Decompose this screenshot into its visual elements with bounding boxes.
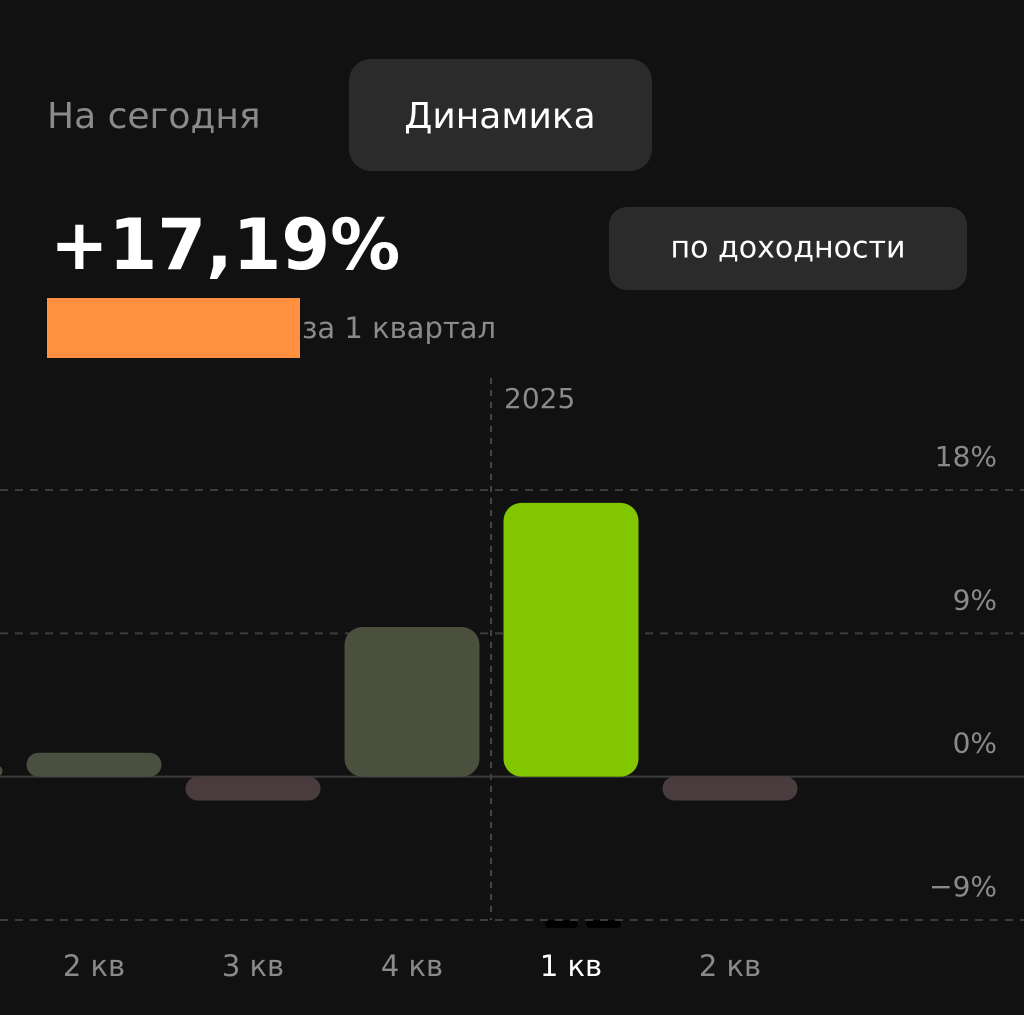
bar bbox=[503, 502, 639, 777]
sort-button-bg[interactable] bbox=[609, 207, 967, 290]
tab[interactable]: На сегодня bbox=[47, 96, 261, 137]
year-label: 2025 bbox=[504, 382, 575, 415]
x-tick-label: 1 кв bbox=[540, 949, 602, 983]
x-tick-label: 2 кв bbox=[699, 949, 761, 983]
tab-active[interactable]: Динамика bbox=[404, 96, 595, 137]
redaction bbox=[47, 298, 300, 358]
y-tick-label: 9% bbox=[953, 583, 997, 616]
y-tick-label: 0% bbox=[953, 727, 997, 760]
bar bbox=[662, 776, 798, 801]
y-tick-label: −9% bbox=[929, 870, 997, 903]
scroll-indicator bbox=[545, 920, 578, 928]
x-tick-label: 3 кв bbox=[222, 949, 284, 983]
y-tick-label: 18% bbox=[935, 440, 997, 473]
tab-active-bg[interactable] bbox=[349, 59, 652, 171]
return-value: +17,19% bbox=[50, 204, 400, 286]
bar bbox=[344, 626, 480, 777]
bar bbox=[26, 752, 162, 777]
scroll-indicator bbox=[586, 920, 621, 928]
x-tick-label: 2 кв bbox=[63, 949, 125, 983]
chart: 18% 9% 0% −9% 2 кв 3 кв 4 кв 1 кв 2 кв bbox=[0, 440, 1024, 983]
bar bbox=[0, 766, 3, 776]
bar bbox=[185, 776, 321, 801]
sort-button[interactable]: по доходности bbox=[671, 231, 906, 266]
period: за 1 квартал bbox=[302, 311, 496, 345]
x-tick-label: 4 кв bbox=[381, 949, 443, 983]
